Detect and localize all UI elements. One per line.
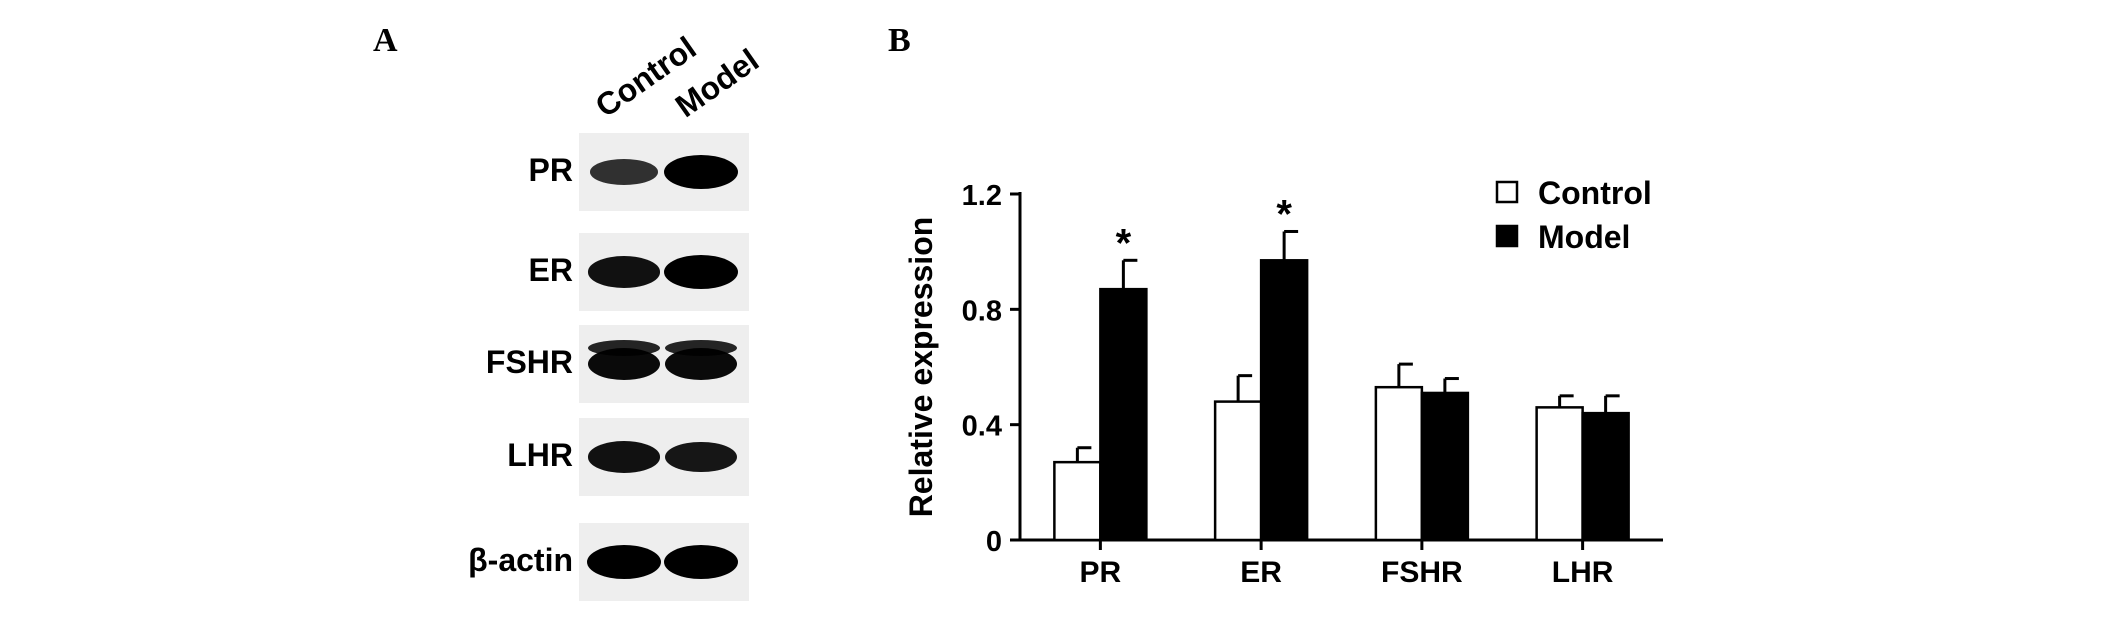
y-tick-label: 1.2 — [962, 180, 1002, 212]
legend-label: Control — [1538, 175, 1652, 211]
y-tick-label: 0 — [986, 526, 1002, 558]
bar-model — [1420, 391, 1470, 542]
blot-band — [587, 441, 661, 473]
panel-label-b: B — [888, 22, 911, 59]
significance-marker: * — [1116, 221, 1132, 265]
bar-control — [1535, 406, 1584, 542]
legend-label: Model — [1538, 219, 1630, 255]
blot-band — [664, 155, 738, 189]
blot-band — [665, 441, 737, 473]
blot-row-label: LHR — [507, 437, 573, 473]
y-tick-label: 0.4 — [962, 411, 1002, 443]
blot-band — [589, 159, 659, 185]
x-tick-label: FSHR — [1381, 556, 1463, 589]
blot-strip-fshr — [579, 325, 749, 403]
blot-band — [664, 255, 738, 289]
blot-row-label: β-actin — [468, 542, 573, 578]
significance-marker: * — [1276, 192, 1292, 236]
blot-strip-lhr — [579, 418, 749, 496]
bar-control — [1374, 385, 1424, 542]
blot-band — [588, 340, 660, 356]
blot-row-label: ER — [528, 252, 573, 288]
blot-row-label: PR — [528, 152, 573, 188]
bar-model — [1581, 411, 1630, 542]
x-tick-label: PR — [1080, 556, 1122, 589]
x-tick-label: LHR — [1552, 556, 1614, 589]
blot-row-label: FSHR — [485, 344, 573, 380]
blot-band — [587, 545, 661, 579]
blot-band — [587, 256, 661, 288]
blot-band — [664, 545, 738, 579]
blot-strip-pr — [579, 133, 749, 211]
bar-control — [1213, 400, 1263, 542]
blot-strip-actin — [579, 523, 749, 601]
bar-control — [1053, 460, 1102, 542]
blot-strip-er — [579, 233, 749, 311]
y-tick-label: 0.8 — [962, 295, 1002, 327]
y-axis-title: Relative expression — [903, 217, 939, 518]
blot-band — [665, 340, 737, 356]
bar-model — [1259, 259, 1309, 542]
panel-label-a: A — [373, 22, 398, 59]
bar-model — [1099, 287, 1148, 542]
x-tick-label: ER — [1240, 556, 1282, 589]
legend-swatch-model — [1495, 224, 1519, 248]
legend-swatch-control — [1495, 180, 1519, 204]
